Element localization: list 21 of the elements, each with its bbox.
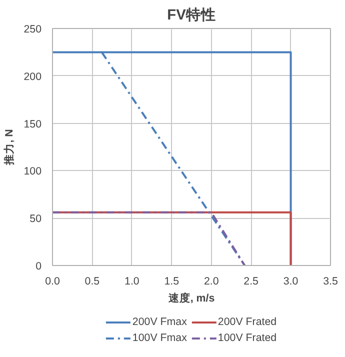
y-tick-label: 150 — [24, 118, 42, 130]
x-tick-label: 0.5 — [84, 276, 100, 288]
legend-label: 200V Fmax — [132, 316, 187, 328]
y-tick-label: 0 — [36, 260, 42, 272]
x-tick-label: 3.0 — [283, 276, 298, 288]
x-tick-label: 3.5 — [323, 276, 338, 288]
y-tick-label: 200 — [24, 70, 42, 83]
y-tick-label: 250 — [24, 24, 42, 36]
x-tick-label: 2.0 — [204, 276, 219, 288]
x-tick-label: 1.5 — [164, 276, 180, 288]
y-tick-label: 100 — [24, 166, 42, 178]
x-axis-title: 速度, m/s — [167, 292, 215, 304]
y-tick-label: 50 — [30, 213, 42, 226]
legend-label: 100V Frated — [218, 332, 277, 344]
x-tick-label: 1.0 — [124, 276, 140, 288]
legend-label: 100V Fmax — [132, 332, 187, 344]
y-axis-title: 推力, N — [2, 129, 16, 166]
chart-title: FV特性 — [167, 6, 216, 24]
x-tick-label: 2.5 — [244, 276, 259, 288]
x-tick-label: 0.0 — [45, 276, 60, 288]
legend-label: 200V Frated — [218, 316, 277, 328]
